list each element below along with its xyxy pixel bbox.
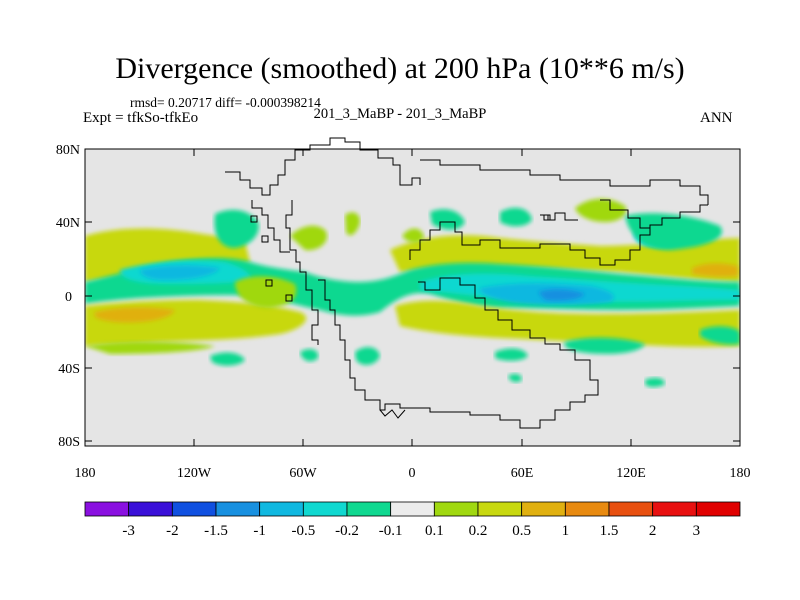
contour-positive-nh-light xyxy=(290,225,328,251)
lat-tick-label: 80N xyxy=(56,143,80,158)
coastline-polyline xyxy=(540,212,578,221)
coastline-polyline xyxy=(600,199,650,229)
colorbar-swatch xyxy=(259,501,304,517)
coastline-island xyxy=(543,214,551,221)
lat-tick-label: 40S xyxy=(58,362,80,377)
contour-negative-nh-green-4 xyxy=(625,213,722,250)
contour-negative-equatorial-blue xyxy=(140,265,220,280)
colorbar-swatch xyxy=(608,501,654,517)
coastline-island xyxy=(261,235,269,243)
colorbar-label: -0.5 xyxy=(291,523,315,539)
experiment-label: Expt = tfkSo-tfkEo xyxy=(83,110,199,126)
chart-title: Divergence (smoothed) at 200 hPa (10**6 … xyxy=(115,52,685,85)
contour-negative-sh-patch-2 xyxy=(355,347,380,365)
coastline-polyline xyxy=(379,409,406,419)
contour-positive-nh-light-2 xyxy=(575,198,627,222)
colorbar-swatch xyxy=(171,501,217,517)
colorbar-swatch xyxy=(84,501,130,517)
colorbar-label: -3 xyxy=(122,523,135,539)
lon-tick-label: 120W xyxy=(177,466,212,481)
colorbar-swatch xyxy=(652,501,697,517)
tick-marks xyxy=(84,148,741,446)
season-label: ANN xyxy=(700,110,733,126)
coastline-layer xyxy=(225,137,709,429)
colorbar-swatch xyxy=(215,501,261,517)
coastline-polyline xyxy=(225,137,421,196)
colorbar-swatch xyxy=(564,501,610,517)
contour-negative-sh-patch-4 xyxy=(564,337,645,354)
contour-negative-sh-patch-8 xyxy=(700,326,740,345)
lon-tick-label: 120E xyxy=(616,466,646,481)
lon-tick-label: 180 xyxy=(75,466,96,481)
stats-text: rmsd= 0.20717 diff= -0.000398214 xyxy=(130,95,321,110)
contour-positive-sh-orange xyxy=(94,307,175,323)
coastline-island xyxy=(250,215,258,223)
contour-fill-layer xyxy=(85,198,740,387)
colorbar-label: 0.5 xyxy=(512,523,531,539)
contour-positive-nh-orange xyxy=(692,263,738,277)
coastline-polyline xyxy=(285,200,319,345)
colorbar-swatch xyxy=(390,501,435,517)
contour-negative-nh-green-3 xyxy=(500,207,532,227)
colorbar-swatch xyxy=(346,501,392,517)
colorbar-swatch xyxy=(695,501,741,517)
contour-positive-nh-light-3 xyxy=(345,212,360,236)
colorbar-label: -0.1 xyxy=(379,523,403,539)
contour-positive-sh-light xyxy=(235,276,297,308)
lat-tick-label: 80S xyxy=(58,435,80,450)
contour-positive-nh-light-4 xyxy=(402,228,424,243)
colorbar-label: 1.5 xyxy=(600,523,619,539)
colorbar-label: -0.2 xyxy=(335,523,359,539)
coastline-polyline xyxy=(251,200,290,253)
coastline-polyline xyxy=(420,159,709,205)
colorbar-label: 2 xyxy=(649,523,657,539)
colorbar-label: 0.2 xyxy=(469,523,488,539)
colorbar-swatch xyxy=(302,501,348,517)
colorbar-swatch xyxy=(128,501,173,517)
colorbar-label: 1 xyxy=(562,523,570,539)
coastline-island xyxy=(285,294,293,302)
lon-tick-label: 0 xyxy=(409,466,416,481)
contour-negative-sh-patch-6 xyxy=(508,373,522,383)
colorbar-label: 3 xyxy=(693,523,701,539)
case-label: 201_3_MaBP - 201_3_MaBP xyxy=(313,106,487,122)
contour-positive-sh-band-2 xyxy=(395,300,740,347)
colorbar-swatch xyxy=(433,501,479,517)
colorbar-label: -2 xyxy=(166,523,179,539)
coastline-polyline xyxy=(409,204,708,266)
colorbar-label: -1.5 xyxy=(204,523,228,539)
colorbar: -3 -2 -1.5 -1 -0.5 -0.2 -0.1 0.1 0.2 0.5 1 1.5 2 3 xyxy=(84,501,741,539)
lon-tick-label: 60E xyxy=(511,466,534,481)
coastline-polyline xyxy=(318,277,599,429)
contour-negative-sh-patch-7 xyxy=(300,349,319,362)
colorbar-label: 0.1 xyxy=(425,523,444,539)
lon-tick-label: 180 xyxy=(730,466,751,481)
colorbar-swatch xyxy=(521,501,566,517)
lat-tick-label: 0 xyxy=(65,290,72,305)
contour-positive-sh-light-2 xyxy=(85,341,215,354)
contour-negative-sh-patch-5 xyxy=(645,377,665,387)
colorbar-swatch xyxy=(477,501,523,517)
contour-negative-nh-green-2 xyxy=(430,209,465,230)
contour-negative-sh-patch-3 xyxy=(495,348,528,361)
coastline-island xyxy=(265,279,273,287)
lon-tick-label: 60W xyxy=(289,466,317,481)
contour-negative-equatorial-blue-3 xyxy=(538,289,585,301)
lat-tick-label: 40N xyxy=(56,216,80,231)
contour-negative-sh-patch xyxy=(210,352,245,366)
colorbar-label: -1 xyxy=(253,523,266,539)
contour-negative-nh-green xyxy=(214,209,259,248)
